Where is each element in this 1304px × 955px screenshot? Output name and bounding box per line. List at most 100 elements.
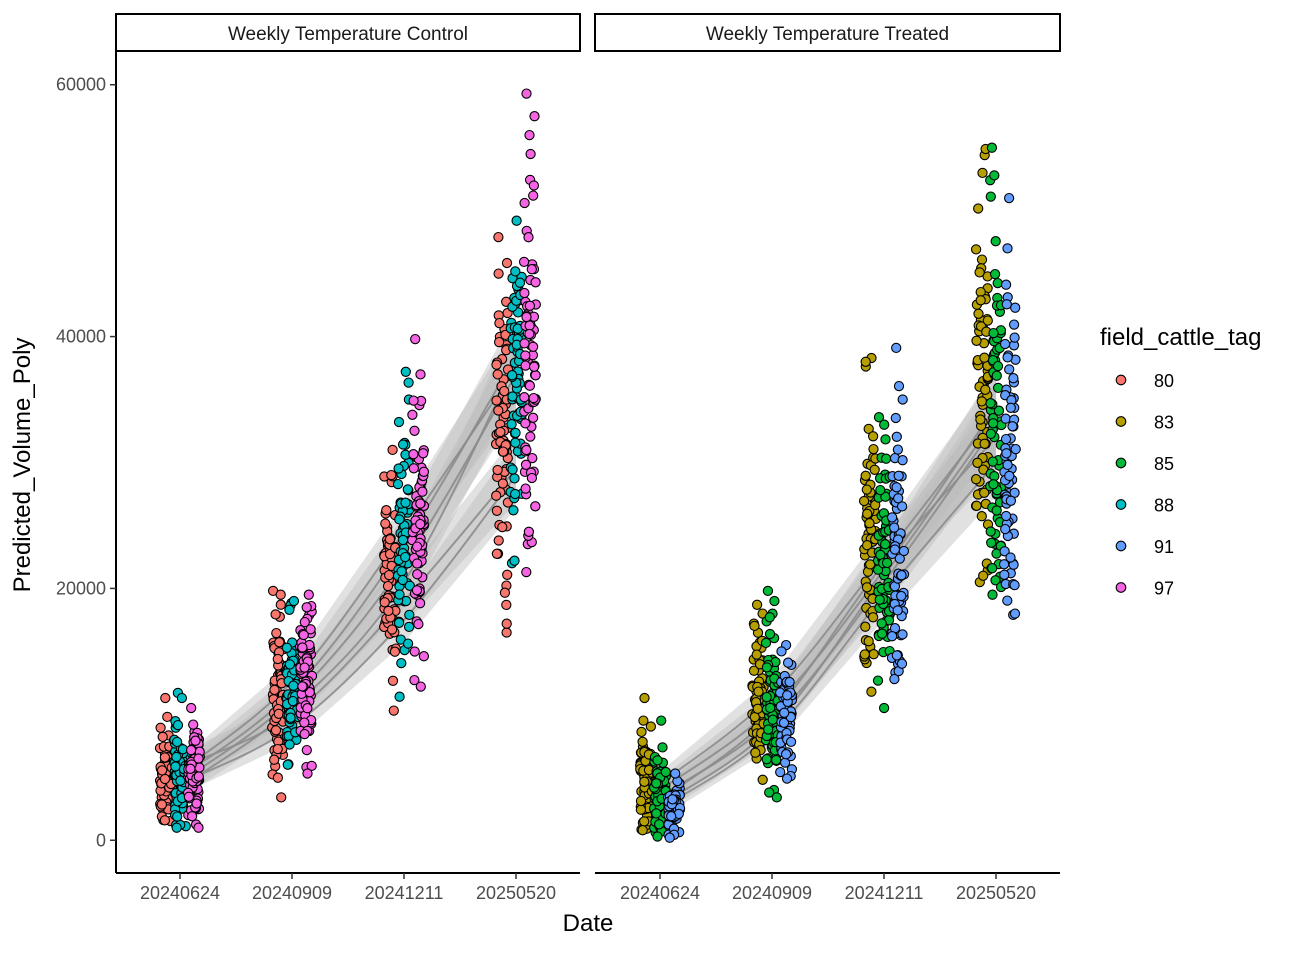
legend-key: [1115, 540, 1127, 552]
data-point: [172, 811, 183, 822]
data-point: [1002, 459, 1013, 471]
data-point: [382, 580, 394, 592]
data-point: [898, 545, 910, 557]
data-point: [651, 778, 662, 789]
data-point: [384, 534, 396, 545]
data-point: [975, 414, 986, 425]
data-point: [993, 405, 1005, 416]
legend: field_cattle_tag 80 83 85 88 91 97: [1100, 324, 1261, 599]
data-point: [527, 452, 538, 464]
data-point: [524, 300, 536, 311]
data-point: [415, 681, 426, 692]
trend-line: [659, 461, 997, 810]
data-point: [397, 534, 409, 546]
data-point: [639, 816, 650, 827]
data-point: [520, 360, 531, 371]
data-point: [1007, 421, 1018, 432]
data-point: [636, 726, 647, 738]
data-point: [896, 590, 907, 602]
data-point: [176, 692, 188, 704]
data-point: [528, 392, 539, 404]
data-point: [863, 636, 874, 647]
data-point: [660, 766, 671, 778]
data-point: [987, 418, 999, 429]
y-axis-title: Predicted_Volume_Poly: [9, 338, 36, 593]
data-point: [879, 419, 890, 430]
data-point: [497, 521, 508, 533]
data-point: [400, 497, 411, 508]
data-point: [383, 605, 394, 617]
trend-band: [660, 428, 996, 819]
y-tick-label: 20000: [56, 578, 106, 598]
legend-item-97: 97: [1115, 579, 1174, 599]
data-point: [528, 361, 540, 372]
data-point: [274, 637, 285, 648]
trend-band: [180, 313, 516, 790]
data-point: [299, 662, 310, 673]
trend-line: [179, 474, 517, 785]
data-point: [985, 398, 996, 409]
data-point: [284, 739, 295, 750]
data-point: [863, 423, 874, 435]
data-point: [523, 232, 534, 243]
points-layer: [635, 142, 1021, 843]
data-point: [396, 657, 407, 669]
data-point: [288, 595, 300, 607]
data-point: [889, 544, 901, 555]
trend-band: [180, 435, 516, 780]
data-point: [389, 646, 401, 657]
data-point: [1009, 332, 1020, 343]
data-point: [880, 539, 891, 550]
data-point: [862, 508, 873, 519]
data-point: [529, 111, 540, 122]
data-point: [992, 277, 1003, 289]
data-point: [635, 795, 647, 807]
data-point: [285, 712, 296, 723]
data-point: [393, 463, 404, 474]
data-point: [990, 236, 1001, 247]
legend-item-88: 88: [1115, 496, 1174, 516]
data-point: [975, 295, 986, 306]
data-point: [771, 792, 782, 803]
data-point: [749, 620, 760, 632]
data-point: [785, 736, 797, 748]
trend-band: [660, 374, 996, 796]
data-point: [753, 686, 764, 697]
panel-2: Weekly Temperature Treated 20240624 202409…: [594, 13, 1061, 903]
data-point: [519, 392, 530, 403]
trend-line: [659, 436, 997, 801]
data-point: [162, 711, 173, 723]
data-point: [861, 582, 873, 593]
data-point: [527, 412, 539, 423]
data-point: [510, 266, 521, 277]
data-point: [383, 569, 395, 581]
trend-band: [660, 381, 996, 816]
data-point: [868, 649, 879, 660]
data-point: [521, 566, 532, 578]
data-point: [393, 617, 405, 628]
x-tick-label: 20250520: [476, 883, 556, 903]
data-point: [408, 463, 419, 474]
data-point: [523, 526, 535, 537]
data-point: [409, 674, 420, 686]
data-point: [979, 438, 990, 449]
data-point: [396, 566, 407, 577]
data-point: [520, 483, 531, 494]
data-point: [299, 728, 310, 740]
data-point: [528, 190, 539, 201]
series-97: [182, 88, 541, 833]
axes: 20240624 20240909 20241211 20250520: [595, 872, 1060, 903]
x-tick-label: 20241211: [365, 883, 444, 903]
data-point: [761, 691, 772, 703]
data-point: [778, 717, 790, 728]
data-point: [415, 518, 426, 530]
data-point: [287, 695, 299, 707]
data-point: [415, 498, 426, 509]
data-point: [386, 469, 397, 481]
x-tick-label: 20241211: [845, 883, 924, 903]
data-point: [979, 352, 990, 363]
data-point: [402, 638, 414, 649]
data-point: [525, 148, 536, 160]
data-point: [761, 754, 772, 765]
